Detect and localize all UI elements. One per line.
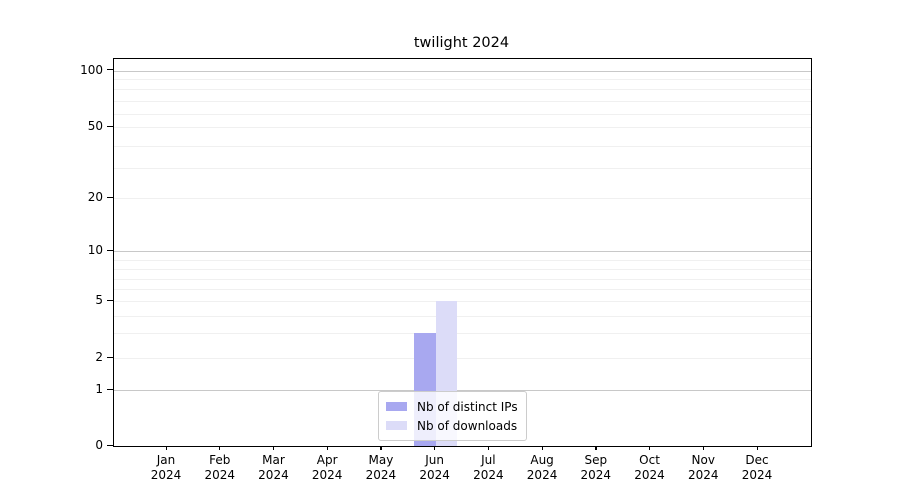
minor-gridline (114, 114, 811, 115)
major-gridline (114, 390, 811, 391)
legend-label-distinct-ips: Nb of distinct IPs (417, 399, 518, 414)
minor-gridline (114, 269, 811, 270)
x-tick-label: Jun 2024 (419, 453, 450, 482)
legend-swatch-downloads-icon (386, 421, 407, 430)
minor-gridline (114, 101, 811, 102)
y-tick-mark (107, 444, 113, 446)
x-tick-mark (326, 446, 328, 450)
x-tick-mark (756, 446, 758, 450)
y-tick-mark (107, 196, 113, 198)
y-tick-label: 10 (87, 243, 103, 257)
x-tick-mark (219, 446, 221, 450)
minor-gridline (114, 198, 811, 199)
legend-item-distinct-ips: Nb of distinct IPs (386, 397, 518, 416)
x-tick-label: Mar 2024 (258, 453, 289, 482)
x-tick-label: Aug 2024 (526, 453, 558, 482)
x-tick-mark (595, 446, 597, 450)
x-tick-mark (380, 446, 382, 450)
y-tick-mark (107, 69, 113, 71)
x-tick-mark (702, 446, 704, 450)
x-tick-label: Sep 2024 (580, 453, 612, 482)
minor-gridline (114, 301, 811, 302)
x-tick-label: Oct 2024 (634, 453, 665, 482)
minor-gridline (114, 333, 811, 334)
y-tick-label: 100 (80, 62, 103, 77)
x-tick-mark (487, 446, 490, 450)
y-tick-label: 20 (87, 190, 103, 204)
legend-label-downloads: Nb of downloads (417, 418, 518, 433)
plot-area: Nb of distinct IPs Nb of downloads (113, 58, 812, 447)
x-tick-mark (165, 446, 167, 450)
x-tick-label: Feb 2024 (204, 453, 235, 482)
y-tick-label: 0 (95, 438, 103, 452)
minor-gridline (114, 127, 811, 128)
x-tick-mark (434, 446, 436, 450)
x-tick-label: Jul 2024 (473, 453, 504, 482)
x-tick-label: Nov 2024 (687, 453, 719, 482)
x-tick-mark (649, 446, 651, 450)
y-tick-mark (107, 356, 113, 358)
minor-gridline (114, 146, 811, 147)
y-tick-label: 50 (87, 119, 103, 133)
major-gridline (114, 70, 811, 72)
minor-gridline (114, 260, 811, 261)
legend-swatch-distinct-ips-icon (386, 402, 407, 411)
x-tick-mark (541, 446, 543, 450)
y-tick-mark (107, 388, 113, 390)
legend: Nb of distinct IPs Nb of downloads (378, 391, 527, 441)
y-tick-label: 2 (95, 350, 103, 364)
minor-gridline (114, 89, 811, 90)
minor-gridline (114, 358, 811, 359)
x-tick-label: Dec 2024 (741, 453, 773, 482)
legend-item-downloads: Nb of downloads (386, 416, 518, 435)
minor-gridline (114, 279, 811, 280)
x-tick-label: Jan 2024 (150, 453, 182, 482)
major-gridline (114, 251, 811, 252)
chart-title: twilight 2024 (413, 35, 510, 51)
minor-gridline (114, 168, 811, 169)
y-tick-mark (107, 249, 113, 251)
x-tick-label: May 2024 (365, 453, 397, 482)
minor-gridline (114, 289, 811, 290)
y-tick-label: 5 (95, 293, 103, 307)
y-tick-mark (107, 299, 113, 301)
minor-gridline (114, 316, 811, 317)
y-tick-mark (107, 125, 113, 127)
x-tick-mark (272, 446, 275, 450)
minor-gridline (114, 79, 811, 80)
x-tick-label: Apr 2024 (311, 453, 343, 482)
y-tick-label: 1 (95, 382, 103, 396)
